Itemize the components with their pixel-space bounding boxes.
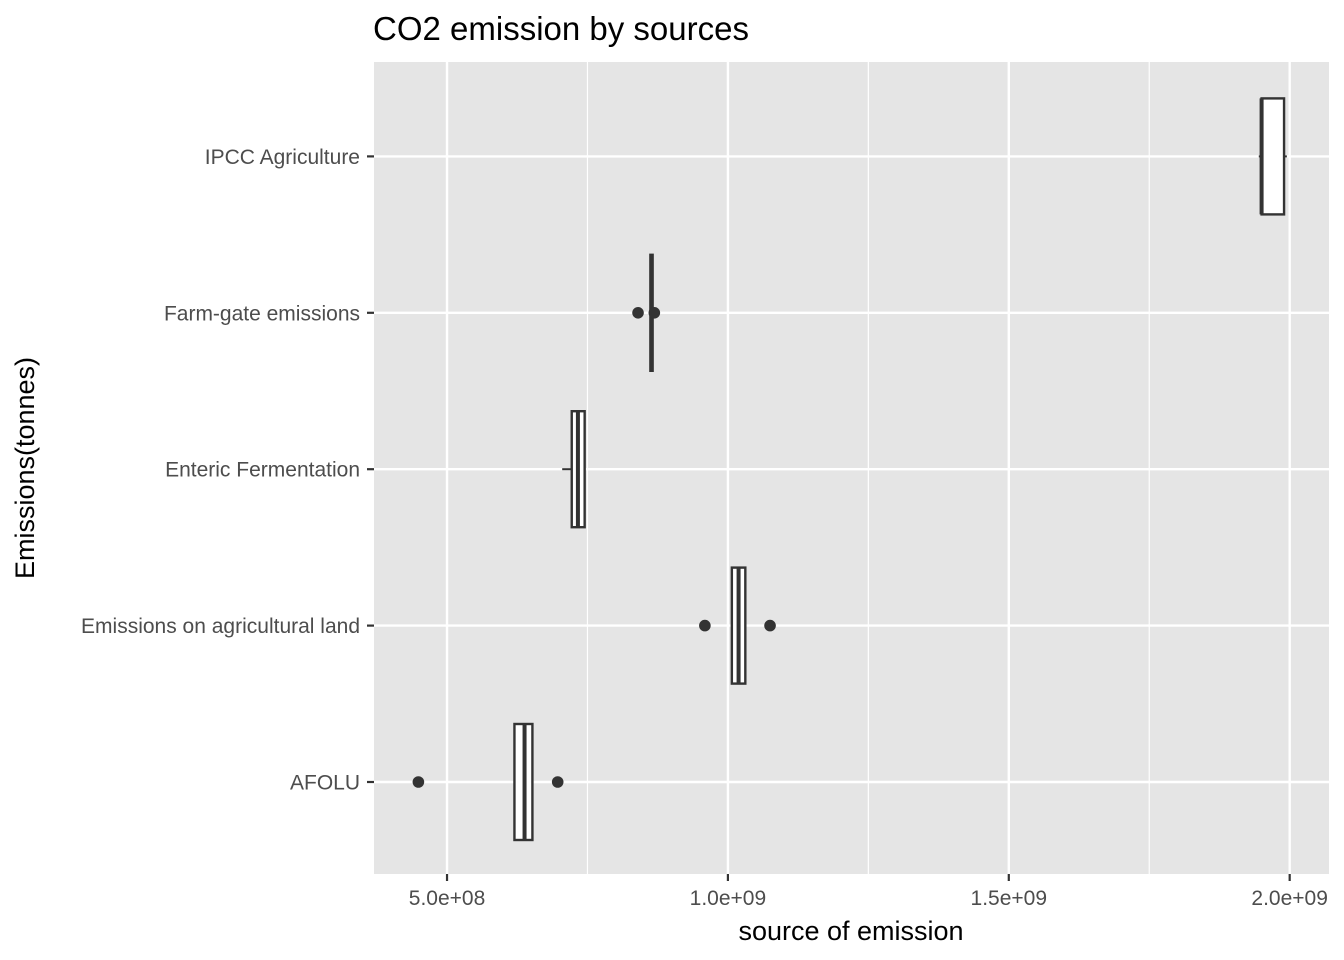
box-group: [562, 410, 586, 529]
box-group: [1258, 97, 1287, 216]
chart-title: CO2 emission by sources: [373, 10, 749, 47]
box: [1260, 97, 1286, 216]
outlier-point: [699, 619, 711, 632]
outlier-point: [632, 307, 644, 319]
outlier-point: [648, 307, 661, 319]
y-tick-label: IPCC Agriculture: [205, 146, 360, 169]
y-tick-label: Enteric Fermentation: [165, 459, 360, 482]
outlier-point: [412, 776, 425, 788]
x-tick-label: 5.0e+08: [409, 887, 486, 910]
box-group: [412, 722, 564, 842]
x-tick-label: 2.0e+09: [1251, 887, 1328, 910]
y-axis-title: Emissions(tonnes): [10, 357, 40, 579]
x-tick-label: 1.5e+09: [971, 887, 1048, 910]
box-marks: [412, 97, 1287, 842]
box-group: [699, 566, 776, 685]
axis-ticks: 5.0e+08 1.0e+09 1.5e+09 2.0e+09 AFOLU Emissio…: [81, 146, 1328, 910]
y-tick-label: Emissions on agricultural land: [81, 615, 360, 638]
outlier-point: [551, 776, 564, 788]
box-group: [632, 253, 661, 373]
y-tick-label: Farm-gate emissions: [164, 302, 360, 325]
y-tick-label: AFOLU: [290, 772, 360, 795]
outlier-point: [764, 619, 776, 632]
x-axis-title: source of emission: [738, 916, 963, 946]
x-tick-label: 1.0e+09: [690, 887, 767, 910]
